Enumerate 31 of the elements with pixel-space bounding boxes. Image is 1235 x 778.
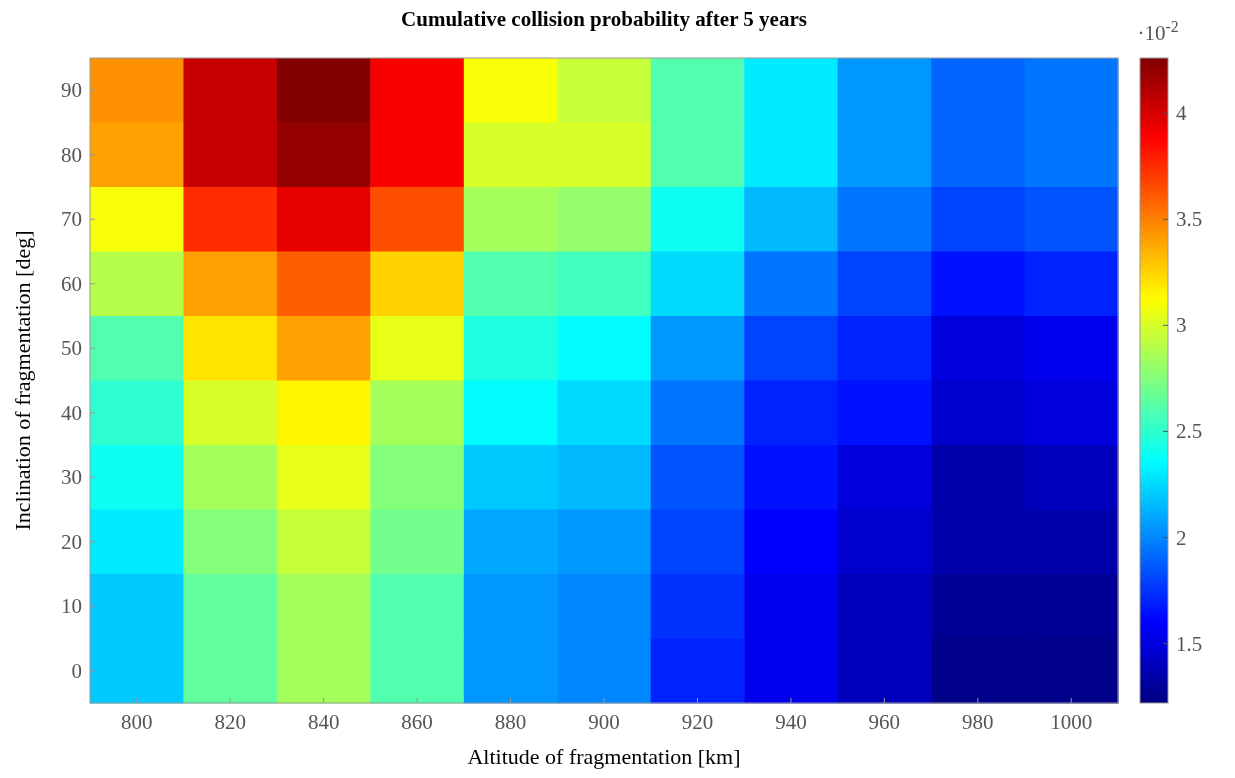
- y-tick-label: 40: [61, 400, 82, 425]
- x-tick-label: 860: [401, 710, 433, 734]
- x-axis-title: Altitude of fragmentation [km]: [467, 744, 741, 769]
- x-tick-label: 840: [307, 710, 340, 734]
- x-tick-label: 960: [868, 710, 901, 734]
- x-tick-label: 900: [588, 710, 620, 734]
- x-tick-label: 1000: [1050, 710, 1093, 734]
- color-bar-label: 2: [1176, 525, 1187, 550]
- y-tick-label: 20: [61, 529, 82, 554]
- x-tick-label: 820: [214, 710, 246, 734]
- y-tick-label: 30: [61, 465, 82, 490]
- x-tick-label: 800: [120, 710, 153, 734]
- color-bar-label: 2.5: [1176, 419, 1203, 444]
- y-tick-label: 0: [71, 658, 82, 683]
- x-tick-label: 980: [962, 710, 994, 734]
- y-tick-label: 80: [61, 142, 82, 167]
- y-axis-title: Inclination of fragmentation [deg]: [10, 230, 35, 531]
- y-tick-label: 90: [61, 78, 82, 103]
- y-tick-label: 70: [61, 207, 82, 232]
- x-tick-label: 940: [775, 710, 807, 734]
- chart-title: Cumulative collision probability after 5 years: [401, 7, 807, 31]
- color-bar-label: 4: [1176, 101, 1187, 126]
- x-tick-label: 880: [494, 710, 527, 734]
- color-bar-label: 1.5: [1176, 631, 1203, 656]
- x-tick-label: 920: [681, 710, 714, 734]
- y-tick-label: 60: [61, 271, 82, 296]
- color-bar-title: ·10$^{-2}$: [1137, 17, 1179, 45]
- y-tick-label: 50: [61, 336, 82, 361]
- y-tick-label: 10: [61, 594, 82, 619]
- color-bar-label: 3: [1176, 313, 1187, 338]
- color-bar-label: 3.5: [1176, 207, 1203, 232]
